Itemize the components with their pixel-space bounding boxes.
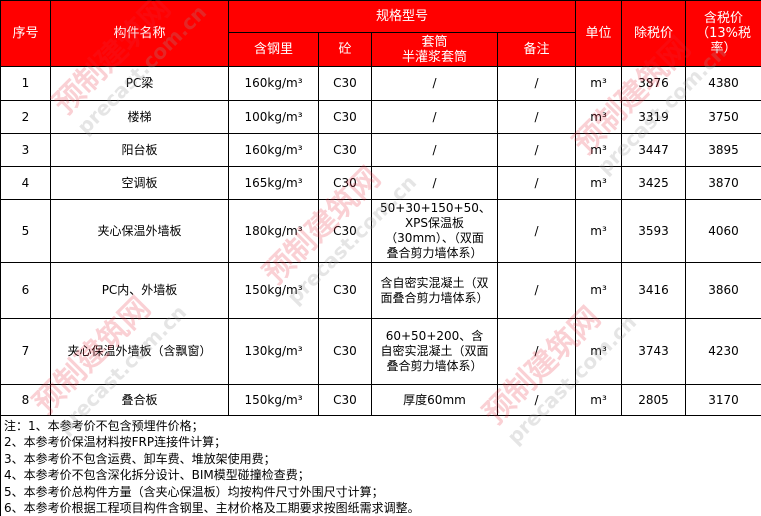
- cell-price-ex: 3876: [621, 66, 687, 101]
- cell-seq: 6: [0, 262, 51, 319]
- note-line: 6、本参考价根据工程项目构件含钢里、主材价格及工期要求按图纸需求调整。: [4, 501, 420, 516]
- table-row: 2 楼梯 100kg/m³ C30// m³ 3319 3750: [0, 100, 761, 134]
- cell-price-inc: 4230: [685, 318, 761, 385]
- cell-sleeve: 厚度60mm: [371, 384, 498, 416]
- cell-seq: 8: [0, 384, 51, 416]
- cell-sleeve: 60+50+200、含自密实混凝土（双面叠合剪力墙体系）: [371, 318, 498, 385]
- cell-price-ex: 2805: [621, 384, 687, 416]
- cell-unit: m³: [575, 100, 623, 134]
- cell-price-inc: 3860: [685, 262, 761, 319]
- header-seq: 序号: [0, 0, 51, 67]
- cell-name: 叠合板: [50, 384, 229, 416]
- cell-steel: 180kg/m³: [228, 199, 319, 263]
- table-row: 8 叠合板 150kg/m³ C30 厚度60mm / m³ 2805 3170: [0, 384, 761, 416]
- cell-steel: 100kg/m³: [228, 100, 319, 134]
- cell-concrete: C30: [318, 100, 372, 134]
- cell-unit: m³: [575, 66, 623, 101]
- cell-seq: 4: [0, 166, 51, 200]
- cell-concrete: C30: [318, 133, 372, 167]
- cell-concrete: C30: [318, 262, 372, 319]
- cell-concrete: C30: [318, 384, 372, 416]
- note-line: 4、本参考价不包含深化拆分设计、BIM模型碰撞检查费；: [4, 468, 310, 483]
- cell-price-ex: 3319: [621, 100, 687, 134]
- cell-name: 夹心保温外墙板: [50, 199, 229, 263]
- cell-unit: m³: [575, 318, 623, 385]
- header-concrete: 砼: [318, 32, 372, 67]
- cell-sleeve: 50+30+150+50、XPS保温板（30mm）、（双面叠合剪力墙体系）: [371, 199, 498, 263]
- table-row: 7 夹心保温外墙板（含飘窗） 130kg/m³ C30 60+50+200、含自密实混凝…: [0, 318, 761, 385]
- cell-name: PC梁: [50, 66, 229, 101]
- cell-concrete: C30: [318, 199, 372, 263]
- cell-steel: 150kg/m³: [228, 262, 319, 319]
- cell-remark: /: [496, 66, 577, 101]
- header-price-ex: 除税价: [621, 0, 687, 67]
- cell-sleeve: /: [371, 66, 498, 101]
- cell-unit: m³: [575, 133, 623, 167]
- cell-seq: 3: [0, 133, 51, 167]
- cell-unit: m³: [575, 262, 623, 319]
- note-line: 注：1、本参考价不包含预埋件价格；: [4, 419, 204, 433]
- cell-unit: m³: [575, 166, 623, 200]
- cell-price-inc: 3750: [685, 100, 761, 134]
- cell-remark: /: [496, 133, 577, 167]
- cell-name: 楼梯: [50, 100, 229, 134]
- cell-name: 夹心保温外墙板（含飘窗）: [50, 318, 229, 385]
- cell-price-ex: 3447: [621, 133, 687, 167]
- table-row: 3 阳台板 160kg/m³ C30// m³ 3447 3895: [0, 133, 761, 167]
- cell-name: PC内、外墙板: [50, 262, 229, 319]
- cell-concrete: C30: [318, 166, 372, 200]
- header-name: 构件名称: [50, 0, 229, 67]
- note-line: 5、本参考价总构件方量（含夹心保温板）均按构件尺寸外围尺寸计算；: [4, 484, 384, 499]
- note-line: 3、本参考价不包含运费、卸车费、堆放架使用费；: [4, 451, 276, 466]
- table-row: 4 空调板 165kg/m³ C30// m³ 3425 3870: [0, 166, 761, 200]
- header-price-inc: 含税价（13%税率）: [685, 0, 761, 67]
- cell-price-inc: 3870: [685, 166, 761, 200]
- cell-price-ex: 3416: [621, 262, 687, 319]
- cell-price-inc: 3170: [685, 384, 761, 416]
- note-line: 2、本参考价保温材料按FRP连接件计算；: [4, 435, 227, 450]
- cell-concrete: C30: [318, 318, 372, 385]
- cell-remark: /: [496, 166, 577, 200]
- cell-unit: m³: [575, 384, 623, 416]
- table-row: 6 PC内、外墙板 150kg/m³ C30 含自密实混凝土（双面叠合剪力墙体系） / m³…: [0, 262, 761, 319]
- cell-steel: 160kg/m³: [228, 133, 319, 167]
- cell-steel: 165kg/m³: [228, 166, 319, 200]
- cell-steel: 130kg/m³: [228, 318, 319, 385]
- header-unit: 单位: [575, 0, 623, 67]
- cell-remark: /: [496, 318, 577, 385]
- table-row: 1 PC梁 160kg/m³ C30// m³ 3876 4380: [0, 66, 761, 101]
- header-sleeve: 套筒 半灌浆套筒: [371, 32, 498, 67]
- cell-name: 空调板: [50, 166, 229, 200]
- cell-seq: 7: [0, 318, 51, 385]
- cell-name: 阳台板: [50, 133, 229, 167]
- table-row: 5 夹心保温外墙板 180kg/m³ C30 50+30+150+50、XPS保温板（3…: [0, 199, 761, 263]
- cell-remark: /: [496, 100, 577, 134]
- header-steel: 含钢里: [228, 32, 319, 67]
- header-remark: 备注: [496, 32, 577, 67]
- cell-remark: /: [496, 199, 577, 263]
- cell-seq: 1: [0, 66, 51, 101]
- cell-price-inc: 4380: [685, 66, 761, 101]
- cell-price-inc: 3895: [685, 133, 761, 167]
- cell-remark: /: [496, 262, 577, 319]
- notes: 注：1、本参考价不包含预埋件价格； 2、本参考价保温材料按FRP连接件计算； 3、本…: [0, 414, 761, 516]
- cell-remark: /: [496, 384, 577, 416]
- cell-sleeve: /: [371, 100, 498, 134]
- cell-seq: 2: [0, 100, 51, 134]
- header-spec: 规格型号: [227, 0, 577, 33]
- cell-concrete: C30: [318, 66, 372, 101]
- cell-steel: 160kg/m³: [228, 66, 319, 101]
- cell-unit: m³: [575, 199, 623, 263]
- cell-price-ex: 3425: [621, 166, 687, 200]
- cell-price-inc: 4060: [685, 199, 761, 263]
- cell-seq: 5: [0, 199, 51, 263]
- cell-sleeve: /: [371, 166, 498, 200]
- cell-price-ex: 3743: [621, 318, 687, 385]
- cell-steel: 150kg/m³: [228, 384, 319, 416]
- cell-sleeve: /: [371, 133, 498, 167]
- cell-price-ex: 3593: [621, 199, 687, 263]
- cell-sleeve: 含自密实混凝土（双面叠合剪力墙体系）: [371, 262, 498, 319]
